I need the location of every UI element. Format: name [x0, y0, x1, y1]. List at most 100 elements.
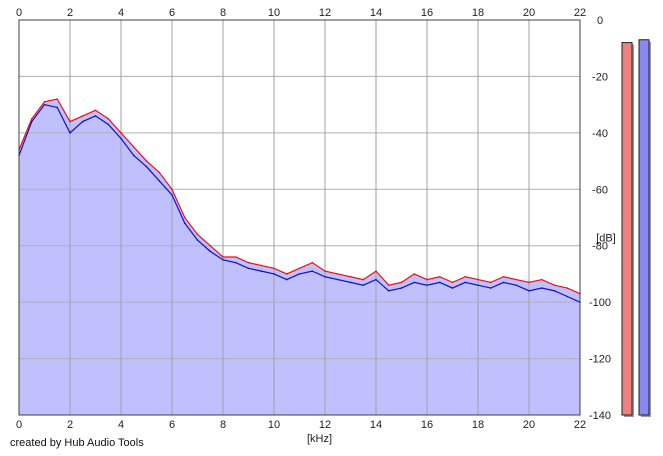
x-tick-label-bottom: 20: [523, 419, 535, 431]
x-tick-label-bottom: 4: [118, 419, 124, 431]
series-point: [540, 287, 543, 289]
series-point: [553, 284, 556, 287]
plot-border: [18, 19, 581, 416]
series-point: [120, 137, 122, 140]
series-point: [336, 273, 339, 275]
x-tick-label-top: 16: [421, 7, 433, 19]
series-point: [43, 101, 46, 103]
series-point: [81, 115, 84, 117]
series-point: [196, 239, 199, 241]
series-point: [553, 290, 556, 292]
x-tick-label-bottom: 22: [574, 419, 586, 431]
series-point: [285, 273, 288, 275]
series-point: [158, 171, 161, 174]
series-point: [145, 165, 148, 168]
series-point: [349, 281, 352, 284]
x-axis-label: [kHz]: [307, 433, 332, 445]
series-point: [285, 278, 288, 281]
y-tick-label: -120: [589, 354, 611, 366]
series-point: [336, 278, 339, 281]
x-tick-label-top: 2: [67, 7, 73, 19]
series-point: [426, 284, 428, 287]
series-point: [56, 98, 59, 100]
series-point: [387, 284, 390, 287]
series-point: [183, 216, 186, 219]
series-point: [477, 284, 479, 287]
series-point: [273, 273, 275, 275]
series-point: [477, 278, 479, 281]
series-point: [30, 120, 33, 123]
series-point: [94, 115, 97, 117]
series-point: [464, 281, 467, 284]
x-tick-label-bottom: 8: [220, 419, 226, 431]
y-tick-label: 0: [597, 15, 603, 27]
series-point: [69, 132, 71, 134]
y-tick-label: -20: [592, 71, 608, 83]
series-point: [438, 281, 441, 284]
series-point: [145, 160, 148, 162]
series-point: [515, 278, 518, 281]
series-point: [234, 256, 237, 258]
x-tick-label-bottom: 12: [319, 419, 331, 431]
series-point: [528, 290, 530, 292]
x-tick-label-top: 10: [268, 7, 280, 19]
series-point: [528, 281, 530, 284]
series-point: [222, 256, 224, 258]
y-tick-label: -60: [592, 184, 608, 196]
series-point: [540, 278, 543, 281]
series-point: [43, 103, 46, 106]
series-point: [209, 250, 212, 253]
y-tick-label: -40: [592, 128, 608, 140]
series-point: [247, 267, 250, 270]
series-point: [566, 287, 569, 289]
series-point: [324, 270, 326, 272]
series-point: [298, 267, 301, 270]
series-point: [400, 281, 403, 284]
series-point: [413, 281, 416, 284]
y-axis-label: [dB]: [596, 232, 616, 244]
series-point: [375, 270, 377, 272]
x-tick-label-top: 12: [319, 7, 331, 19]
series-point: [56, 106, 59, 109]
series-point: [311, 261, 314, 264]
credit-text: created by Hub Audio Tools: [10, 437, 144, 449]
series-point: [387, 290, 390, 292]
series-point: [107, 117, 110, 120]
series-point: [81, 120, 84, 123]
series-point: [451, 287, 454, 289]
series-point: [183, 222, 186, 224]
series-point: [502, 281, 505, 284]
series-point: [451, 281, 454, 284]
x-tick-label-top: 22: [574, 7, 586, 19]
series-point: [502, 275, 505, 278]
series-point: [426, 278, 428, 281]
series-point: [489, 287, 492, 289]
series-point: [260, 270, 263, 272]
x-tick-label-bottom: 10: [268, 419, 280, 431]
series-point: [247, 261, 250, 264]
series-point: [362, 278, 365, 281]
series-point: [260, 264, 263, 267]
series-point: [171, 188, 173, 191]
series-point: [234, 261, 237, 264]
series-point: [209, 244, 212, 247]
y-tick-label: -140: [589, 410, 611, 422]
x-tick-label-top: 4: [118, 7, 124, 19]
y-tick-label: -100: [589, 297, 611, 309]
level-meter-right: [638, 39, 650, 416]
x-tick-label-bottom: 0: [16, 419, 22, 431]
series-point: [69, 120, 71, 123]
series-point: [362, 284, 365, 287]
x-tick-label-bottom: 2: [67, 419, 73, 431]
series-point: [222, 259, 224, 261]
series-point: [375, 278, 377, 281]
series-point: [566, 295, 569, 298]
x-tick-label-bottom: 16: [421, 419, 433, 431]
x-tick-label-top: 18: [472, 7, 484, 19]
series-point: [515, 284, 518, 287]
x-tick-label-bottom: 14: [370, 419, 382, 431]
series-point: [349, 275, 352, 278]
series-point: [311, 270, 314, 272]
series-point: [400, 287, 403, 289]
